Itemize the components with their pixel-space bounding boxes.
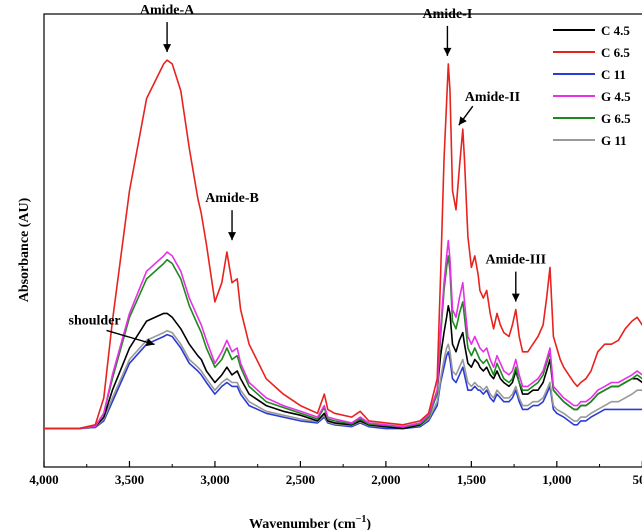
x-axis-label-superscript: −1 bbox=[356, 514, 367, 525]
legend-label: G 4.5 bbox=[601, 89, 631, 104]
annotation-layer: Amide-A Amide-B Amide-I Amide-II Amide-III sh… bbox=[69, 3, 546, 347]
annotation-arrow bbox=[106, 329, 155, 346]
x-tick-label: 2,000 bbox=[371, 472, 400, 487]
series-line-g-4.5 bbox=[44, 239, 642, 430]
legend-item: C 11 bbox=[553, 67, 626, 82]
series-line-c-11 bbox=[44, 333, 642, 430]
x-tick-label: 3,000 bbox=[200, 472, 229, 487]
series-line-c-6.5 bbox=[44, 59, 642, 430]
annotation-arrowhead bbox=[228, 232, 237, 241]
legend-label: C 4.5 bbox=[601, 23, 630, 38]
legend-label: C 6.5 bbox=[601, 45, 630, 60]
legend: C 4.5 C 6.5 C 11 G 4.5 G 6.5 G 11 bbox=[553, 23, 631, 148]
x-tick-label: 1,500 bbox=[457, 472, 486, 487]
series-layer bbox=[44, 59, 642, 430]
annotation-arrowhead bbox=[443, 47, 452, 56]
annotation-amide-ii: Amide-II bbox=[458, 90, 520, 126]
legend-item: G 11 bbox=[553, 133, 627, 148]
annotation-label: Amide-III bbox=[485, 253, 546, 268]
annotation-label: Amide-A bbox=[140, 3, 195, 18]
x-axis-label: Wavenumber (cm−1) bbox=[249, 514, 371, 530]
annotation-amide-iii: Amide-III bbox=[485, 253, 546, 302]
legend-item: C 4.5 bbox=[553, 23, 630, 38]
annotation-arrowhead bbox=[163, 44, 172, 53]
legend-label: G 6.5 bbox=[601, 111, 631, 126]
annotation-label: Amide-II bbox=[465, 90, 520, 105]
annotation-amide-b: Amide-B bbox=[205, 191, 259, 241]
legend-label: G 11 bbox=[601, 133, 627, 148]
x-tick-label: 1,000 bbox=[542, 472, 571, 487]
annotation-label: Amide-B bbox=[205, 191, 259, 206]
annotation-label: Amide-I bbox=[423, 7, 473, 22]
legend-item: G 6.5 bbox=[553, 111, 631, 126]
plot-frame bbox=[43, 13, 642, 468]
x-axis-ticks: 4,000 3,500 3,000 2,500 2,000 1,500 1,000 500 bbox=[29, 461, 642, 487]
legend-label: C 11 bbox=[601, 67, 626, 82]
annotation-arrowhead bbox=[145, 338, 155, 347]
x-tick-label: 4,000 bbox=[29, 472, 58, 487]
annotation-amide-i: Amide-I bbox=[423, 7, 473, 56]
x-tick-label: 500 bbox=[633, 472, 642, 487]
x-tick-label: 3,500 bbox=[115, 472, 144, 487]
series-line-g-6.5 bbox=[44, 255, 642, 430]
legend-item: G 4.5 bbox=[553, 89, 631, 104]
series-line-g-11 bbox=[44, 329, 642, 430]
x-tick-label: 2,500 bbox=[286, 472, 315, 487]
annotation-arrowhead bbox=[458, 116, 467, 126]
annotation-amide-a: Amide-A bbox=[140, 3, 195, 53]
legend-item: C 6.5 bbox=[553, 45, 630, 60]
annotation-arrowhead bbox=[511, 293, 520, 302]
y-axis-label: Absorbance (AU) bbox=[17, 197, 32, 302]
annotation-shoulder: shoulder bbox=[69, 313, 155, 347]
annotation-label: shoulder bbox=[69, 313, 121, 328]
